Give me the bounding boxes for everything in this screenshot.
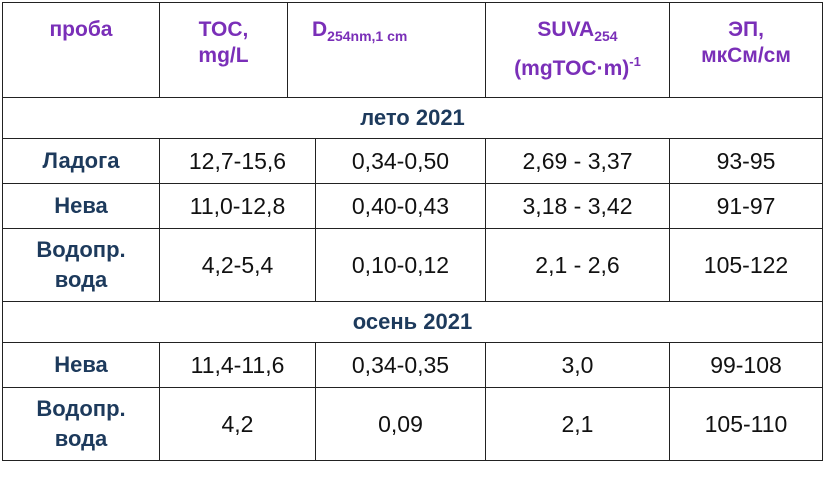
toc-value: 11,4-11,6 <box>159 342 316 388</box>
toc-value: 11,0-12,8 <box>159 183 316 229</box>
sample-name: Водопр. вода <box>2 228 160 302</box>
header-d254: D254nm,1 cm <box>287 2 486 98</box>
sample-name: Водопр. вода <box>2 387 160 461</box>
d254-value: 0,34-0,35 <box>315 342 486 388</box>
d254-value: 0,09 <box>315 387 486 461</box>
sample-name: Нева <box>2 342 160 388</box>
ep-value: 105-110 <box>669 387 823 461</box>
table-row: Нева 11,0-12,8 0,40-0,43 3,18 - 3,42 91-… <box>2 183 823 229</box>
table-row: Нева 11,4-11,6 0,34-0,35 3,0 99-108 <box>2 342 823 388</box>
ep-value: 99-108 <box>669 342 823 388</box>
d254-value: 0,40-0,43 <box>315 183 486 229</box>
suva-value: 2,1 <box>485 387 670 461</box>
ep-value: 93-95 <box>669 138 823 184</box>
d254-value: 0,34-0,50 <box>315 138 486 184</box>
ep-value: 91-97 <box>669 183 823 229</box>
suva-value: 2,1 - 2,6 <box>485 228 670 302</box>
header-ep: ЭП, мкСм/см <box>669 2 823 98</box>
toc-value: 4,2-5,4 <box>159 228 316 302</box>
suva-value: 3,0 <box>485 342 670 388</box>
suva-value: 3,18 - 3,42 <box>485 183 670 229</box>
d254-value: 0,10-0,12 <box>315 228 486 302</box>
table-row: Водопр. вода 4,2-5,4 0,10-0,12 2,1 - 2,6 … <box>2 228 823 302</box>
table-row: Водопр. вода 4,2 0,09 2,1 105-110 <box>2 387 823 461</box>
header-suva: SUVA254 (mgTOC·m)-1 <box>485 2 670 98</box>
section-row: лето 2021 <box>2 97 823 139</box>
section-row: осень 2021 <box>2 301 823 343</box>
header-sample: проба <box>2 2 160 98</box>
header-row: проба TOC, mg/L D254nm,1 cm SUVA254 (mgTOC… <box>2 2 823 98</box>
water-quality-table: проба TOC, mg/L D254nm,1 cm SUVA254 (mgTOC… <box>2 2 823 461</box>
section-title: лето 2021 <box>2 97 823 139</box>
toc-value: 4,2 <box>159 387 316 461</box>
suva-value: 2,69 - 3,37 <box>485 138 670 184</box>
ep-value: 105-122 <box>669 228 823 302</box>
table-row: Ладога 12,7-15,6 0,34-0,50 2,69 - 3,37 9… <box>2 138 823 184</box>
section-title: осень 2021 <box>2 301 823 343</box>
toc-value: 12,7-15,6 <box>159 138 316 184</box>
sample-name: Ладога <box>2 138 160 184</box>
header-toc: TOC, mg/L <box>159 2 288 98</box>
sample-name: Нева <box>2 183 160 229</box>
